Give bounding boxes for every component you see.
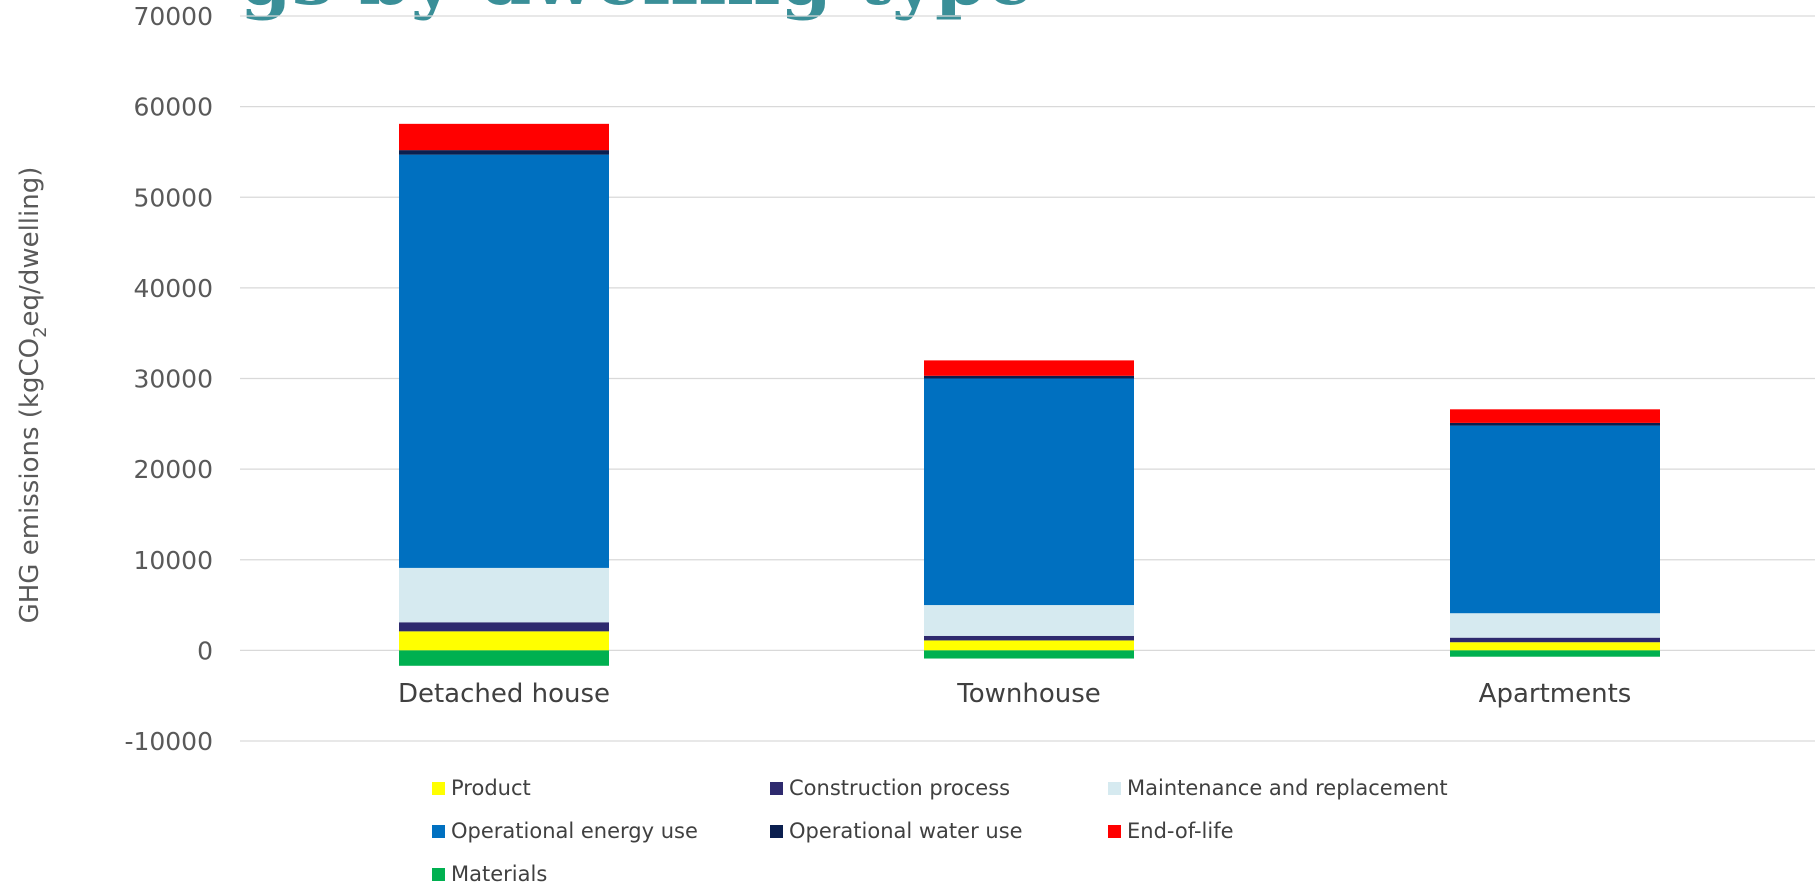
bar-segment [399, 154, 609, 568]
legend-swatch [432, 782, 445, 795]
y-axis-ticks: -10000 0 10000 20000 30000 40000 50000 60000 700… [124, 2, 213, 756]
legend-swatch [432, 825, 445, 838]
bar-segment [1450, 613, 1660, 638]
bar-segment [1450, 637, 1660, 643]
legend-label: Materials [451, 862, 547, 886]
bar-segment [399, 650, 609, 666]
y-tick-label: 40000 [133, 274, 213, 303]
bar-segment [1450, 650, 1660, 657]
x-axis-categories: Detached house Townhouse Apartments [398, 679, 1631, 709]
y-tick-label: 30000 [133, 365, 213, 394]
y-tick-label: 70000 [133, 2, 213, 31]
bar-segment [1450, 425, 1660, 614]
legend-item: Materials [432, 862, 547, 886]
legend-swatch [770, 782, 783, 795]
legend-label: Product [451, 776, 531, 800]
bar-segment [924, 650, 1134, 659]
bar-segment [399, 622, 609, 632]
legend-label: Maintenance and replacement [1127, 776, 1448, 800]
bars [399, 123, 1660, 666]
legend-item: Operational energy use [432, 819, 698, 843]
bar-segment [924, 635, 1134, 641]
bar-segment [924, 605, 1134, 636]
y-axis-label-subscript: 2 [30, 326, 51, 337]
bar-segment [1450, 642, 1660, 651]
x-category-label: Townhouse [956, 679, 1101, 709]
y-axis-label-rest: eq/dwelling) [15, 167, 45, 327]
y-tick-label: 10000 [133, 546, 213, 575]
bar-segment [399, 567, 609, 623]
bar-segment [924, 375, 1134, 379]
y-tick-label: 0 [197, 636, 213, 665]
y-tick-label: 20000 [133, 455, 213, 484]
legend-item: Operational water use [770, 819, 1023, 843]
legend-label: Construction process [789, 776, 1010, 800]
legend-swatch [1108, 782, 1121, 795]
y-tick-label: 60000 [133, 93, 213, 122]
legend: Product Construction process Maintenance a… [432, 776, 1448, 886]
legend-label: Operational water use [789, 819, 1023, 843]
bar-segment [1450, 409, 1660, 423]
legend-label: Operational energy use [451, 819, 698, 843]
slide-title-fragment: gs by dwelling type [240, 0, 1034, 22]
bar-segment [924, 360, 1134, 376]
legend-item: End-of-life [1108, 819, 1234, 843]
bar-segment [924, 378, 1134, 606]
y-axis-label-text: GHG emissions (kgCO [15, 338, 45, 624]
y-axis-label: GHG emissions (kgCO2eq/dwelling) [15, 167, 51, 624]
bar-segment [399, 150, 609, 155]
bar-segment [924, 640, 1134, 651]
x-category-label: Apartments [1479, 679, 1632, 709]
legend-swatch [432, 868, 445, 881]
bar-segment [399, 123, 609, 151]
bar-segment [1450, 422, 1660, 426]
legend-item: Product [432, 776, 531, 800]
legend-item: Maintenance and replacement [1108, 776, 1448, 800]
bar-segment [399, 631, 609, 651]
legend-label: End-of-life [1127, 819, 1234, 843]
legend-swatch [770, 825, 783, 838]
y-tick-label: 50000 [133, 183, 213, 212]
legend-swatch [1108, 825, 1121, 838]
y-tick-label: -10000 [124, 727, 213, 756]
x-category-label: Detached house [398, 679, 610, 709]
legend-item: Construction process [770, 776, 1010, 800]
